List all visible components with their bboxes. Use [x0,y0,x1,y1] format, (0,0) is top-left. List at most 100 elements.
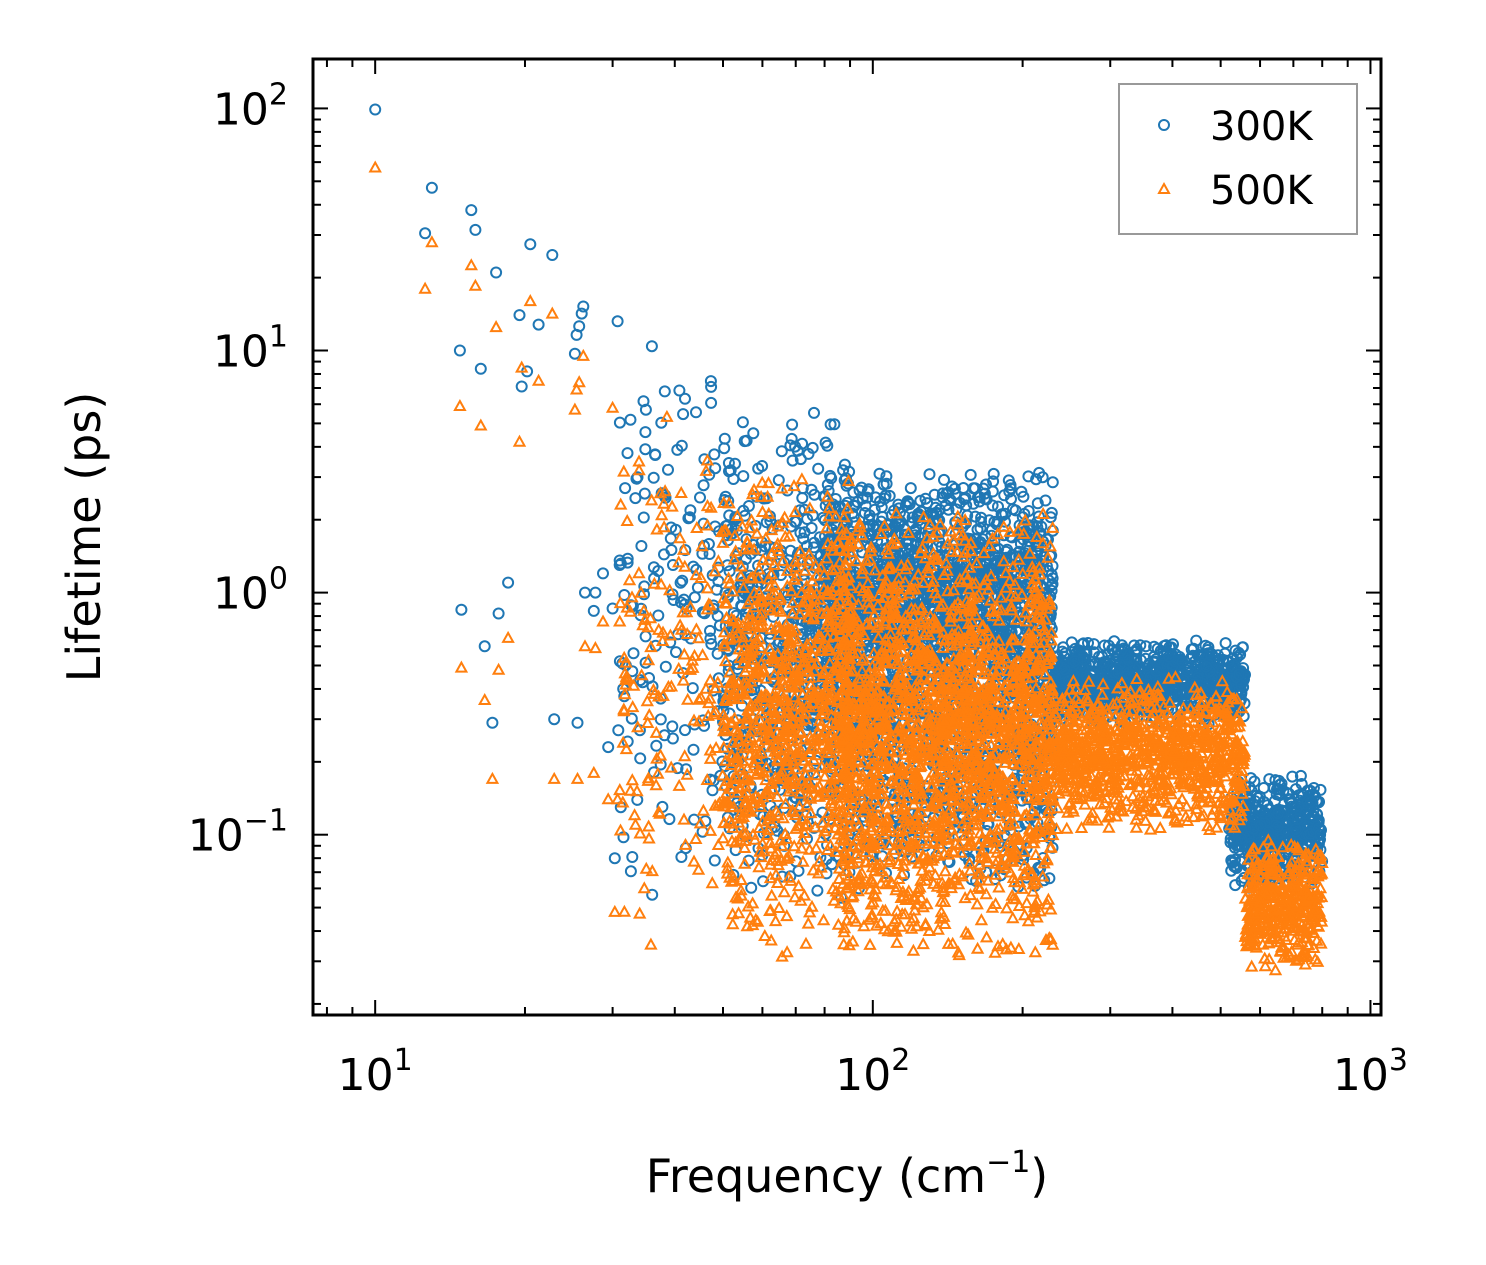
point-500k [619,672,633,685]
point-500k [729,770,743,783]
point-300k [465,204,478,217]
point-300k [573,320,586,333]
point-300k [636,676,649,689]
point-300k [1219,637,1232,650]
point-300k [929,501,942,514]
point-300k [1081,672,1094,685]
point-300k [1031,497,1044,510]
point-300k [425,181,438,194]
point-500k [640,694,654,707]
point-300k [862,483,875,496]
point-500k [700,499,715,512]
point-300k [1119,670,1132,683]
point-500k [694,570,708,583]
point-500k [634,668,649,681]
point-500k [691,631,706,644]
point-500k [796,687,810,700]
point-300k [577,300,590,313]
point-300k [708,854,721,867]
point-300k [786,454,799,467]
point-500k [644,493,659,506]
point-500k [489,320,503,333]
point-500k [788,505,802,518]
point-500k [613,596,628,609]
point-300k [1307,788,1320,801]
point-500k [643,611,658,624]
point-500k [699,681,713,694]
point-500k [678,749,692,762]
point-500k [545,306,559,319]
point-300k [658,385,671,398]
point-300k [986,499,999,512]
point-300k [1242,830,1255,843]
point-500k [680,767,694,780]
point-300k [546,249,559,261]
point-500k [608,904,622,917]
point-500k [731,891,745,904]
point-300k [1216,653,1229,666]
point-300k [1269,774,1282,787]
point-300k [802,447,815,460]
point-300k [690,563,703,576]
point-300k [524,238,537,251]
point-300k [627,647,640,660]
point-300k [1176,656,1189,669]
point-300k [677,408,690,421]
point-300k [902,496,915,509]
point-300k [1082,637,1094,649]
point-300k [824,418,837,431]
point-300k [1036,471,1049,484]
point-300k [797,532,810,545]
point-500k [658,484,672,497]
point-500k [676,673,691,686]
point-500k [797,779,811,792]
point-300k [613,559,626,571]
point-500k [674,485,688,498]
point-300k [1271,820,1284,833]
point-500k [708,798,722,811]
point-300k [1009,576,1022,589]
point-500k [501,630,515,643]
point-500k [653,486,668,499]
point-300k [690,406,702,419]
point-300k [796,492,809,504]
point-300k [1239,822,1252,835]
point-300k [812,462,825,475]
point-500k [453,398,467,411]
point-500k [683,599,698,612]
point-500k [677,812,691,825]
point-300k [625,712,638,725]
point-300k [912,511,925,524]
point-500k [568,402,582,415]
point-500k [605,400,620,413]
point-500k [578,639,592,652]
point-300k [958,493,971,506]
point-500k [687,854,701,867]
point-300k [1017,490,1030,503]
point-300k [696,606,709,619]
point-300k [1046,476,1059,489]
point-300k [1191,671,1204,684]
point-300k [575,307,588,320]
point-300k [1234,648,1247,661]
point-500k [618,666,632,679]
point-500k [644,640,658,653]
point-300k [1273,833,1286,845]
point-500k [693,816,708,829]
point-500k [657,496,671,509]
point-300k [792,864,805,877]
point-300k [568,347,581,360]
point-300k [991,515,1004,528]
point-300k [683,511,696,524]
point-300k [987,475,1000,488]
point-300k [621,447,634,460]
point-500k [631,720,645,733]
point-500k [464,258,478,271]
point-500k [654,577,668,590]
point-300k [1224,836,1237,849]
point-300k [914,494,927,507]
point-300k [861,491,874,504]
point-300k [694,491,706,504]
point-300k [478,640,491,653]
point-300k [928,488,941,501]
